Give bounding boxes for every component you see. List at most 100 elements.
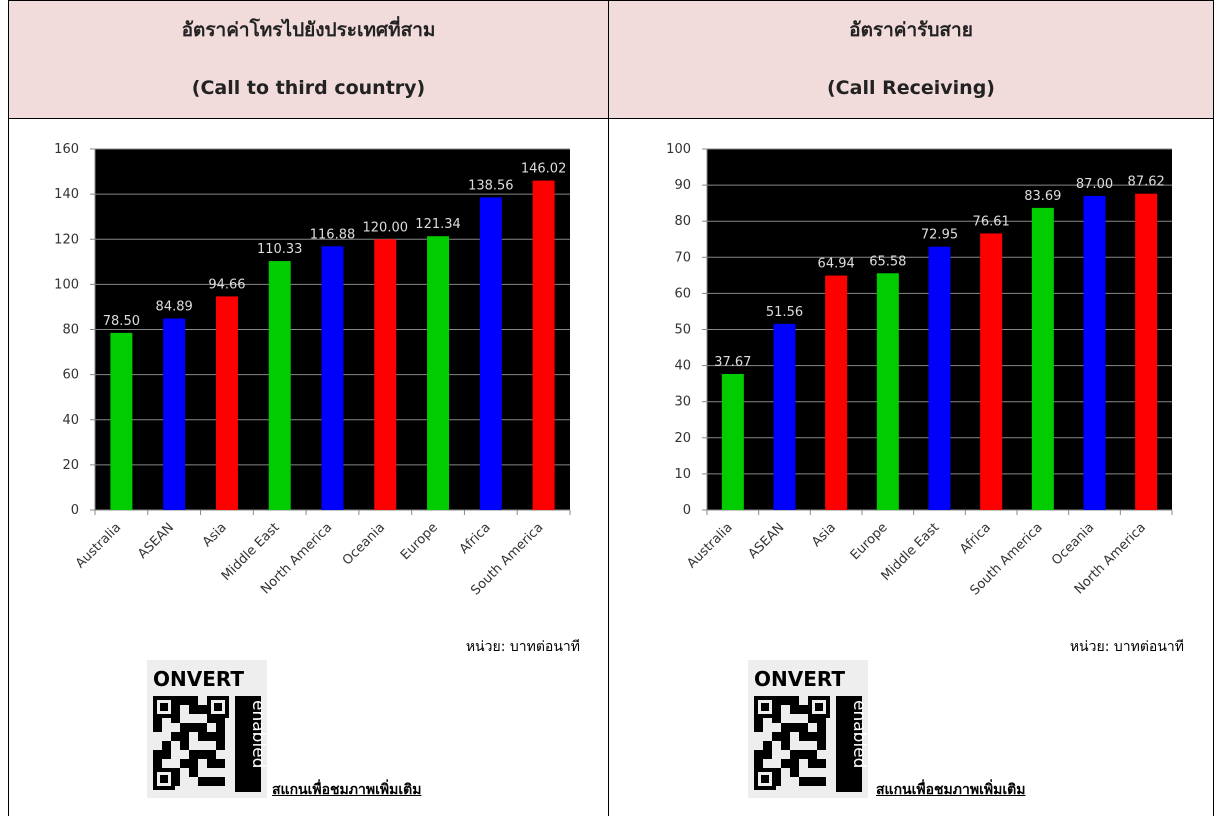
qr-cell xyxy=(790,705,799,714)
y-tick-label: 10 xyxy=(674,467,691,482)
y-tick-label: 20 xyxy=(62,458,79,473)
qr-cell xyxy=(799,777,808,786)
qr-cell xyxy=(180,741,189,750)
y-tick-label: 60 xyxy=(674,286,691,301)
qr-cell xyxy=(781,741,790,750)
qr-cell xyxy=(180,759,189,768)
data-label: 87.62 xyxy=(1128,175,1165,190)
qr-cell xyxy=(216,759,225,768)
qr-cell xyxy=(207,759,216,768)
qr-cell xyxy=(180,696,189,705)
qr-cell xyxy=(189,750,198,759)
qr-cell xyxy=(207,732,216,741)
bar xyxy=(268,261,291,510)
bar xyxy=(532,180,555,511)
qr-cell xyxy=(189,759,198,768)
qr-cell xyxy=(171,732,180,741)
bar xyxy=(1083,195,1106,510)
y-tick-label: 80 xyxy=(674,214,691,229)
qr-cell xyxy=(754,714,763,723)
qr-cell xyxy=(763,741,772,750)
qr-tag-bg xyxy=(235,696,261,792)
data-label: 37.67 xyxy=(714,355,751,370)
qr-cell xyxy=(781,723,790,732)
x-tick-label: Oceania xyxy=(1049,520,1097,568)
x-tick-label: Oceania xyxy=(340,520,388,568)
qr-cell xyxy=(772,714,781,723)
body-cell xyxy=(608,118,1214,816)
y-tick-label: 140 xyxy=(54,187,79,202)
qr-cell xyxy=(808,732,817,741)
qr-finder xyxy=(815,703,823,711)
qr-cell xyxy=(790,696,799,705)
qr-cell xyxy=(772,696,781,705)
qr-brand: ONVERT xyxy=(153,667,244,691)
qr-cell xyxy=(817,777,826,786)
qr-cell xyxy=(781,732,790,741)
qr-cell xyxy=(808,714,817,723)
data-label: 120.00 xyxy=(363,220,409,235)
qr-cell xyxy=(790,759,799,768)
x-tick-label: Asia xyxy=(809,520,839,550)
bar xyxy=(980,233,1003,510)
header-title: อัตราค่ารับสาย xyxy=(849,19,973,41)
qr-cell xyxy=(153,714,162,723)
bar xyxy=(163,318,186,510)
qr-cell xyxy=(171,777,180,786)
x-tick-label: ASEAN xyxy=(135,520,177,562)
qr-cell xyxy=(772,768,781,777)
qr-cell xyxy=(754,750,763,759)
qr-cell xyxy=(799,705,808,714)
bar xyxy=(110,332,133,510)
qr-cell xyxy=(808,759,817,768)
qr-cell xyxy=(781,759,790,768)
y-tick-label: 20 xyxy=(674,431,691,446)
qr-finder xyxy=(761,703,769,711)
bar xyxy=(825,275,848,510)
qr-cell xyxy=(207,750,216,759)
bar xyxy=(215,296,238,510)
qr-cell xyxy=(171,768,180,777)
qr-cell xyxy=(216,723,225,732)
data-label: 65.58 xyxy=(869,254,906,269)
bar xyxy=(374,239,397,510)
qr-cell xyxy=(817,732,826,741)
qr-cell xyxy=(189,723,198,732)
x-tick-label: Africa xyxy=(957,520,994,557)
y-tick-label: 70 xyxy=(674,250,691,265)
qr-cell xyxy=(171,714,180,723)
y-tick-label: 30 xyxy=(674,395,691,410)
qr-cell xyxy=(781,696,790,705)
qr-finder xyxy=(214,703,222,711)
qr-cell xyxy=(198,732,207,741)
qr-cell xyxy=(799,723,808,732)
qr-tag: enabled xyxy=(248,700,267,768)
unit-note: หน่วย: บาทต่อนาที xyxy=(465,639,580,655)
qr-cell xyxy=(754,759,763,768)
bar xyxy=(773,323,796,510)
qr-cell xyxy=(207,777,216,786)
qr-cell xyxy=(799,750,808,759)
unit-note: หน่วย: บาทต่อนาที xyxy=(1069,639,1184,655)
y-tick-label: 60 xyxy=(62,368,79,383)
y-tick-label: 0 xyxy=(683,503,691,518)
header-subtitle: (Call to third country) xyxy=(191,77,426,99)
data-label: 76.61 xyxy=(973,214,1010,229)
qr-cell xyxy=(198,750,207,759)
x-tick-label: ASEAN xyxy=(746,520,788,562)
data-label: 94.66 xyxy=(208,277,245,292)
qr-cell xyxy=(808,750,817,759)
scan-link[interactable]: สแกนเพื่อชมภาพเพิ่มเติม xyxy=(272,782,422,798)
y-tick-label: 40 xyxy=(62,413,79,428)
bar xyxy=(1031,207,1054,510)
qr-cell xyxy=(162,741,171,750)
header-cell: อัตราค่าโทรไปยังประเทศที่สาม (Call to th… xyxy=(8,0,609,119)
qr-cell xyxy=(162,750,171,759)
scan-link[interactable]: สแกนเพื่อชมภาพเพิ่มเติม xyxy=(876,782,1026,798)
header-cell: อัตราค่ารับสาย (Call Receiving) xyxy=(608,0,1214,119)
y-tick-label: 90 xyxy=(674,178,691,193)
qr-cell xyxy=(772,732,781,741)
data-label: 84.89 xyxy=(156,299,193,314)
y-tick-label: 120 xyxy=(54,232,79,247)
